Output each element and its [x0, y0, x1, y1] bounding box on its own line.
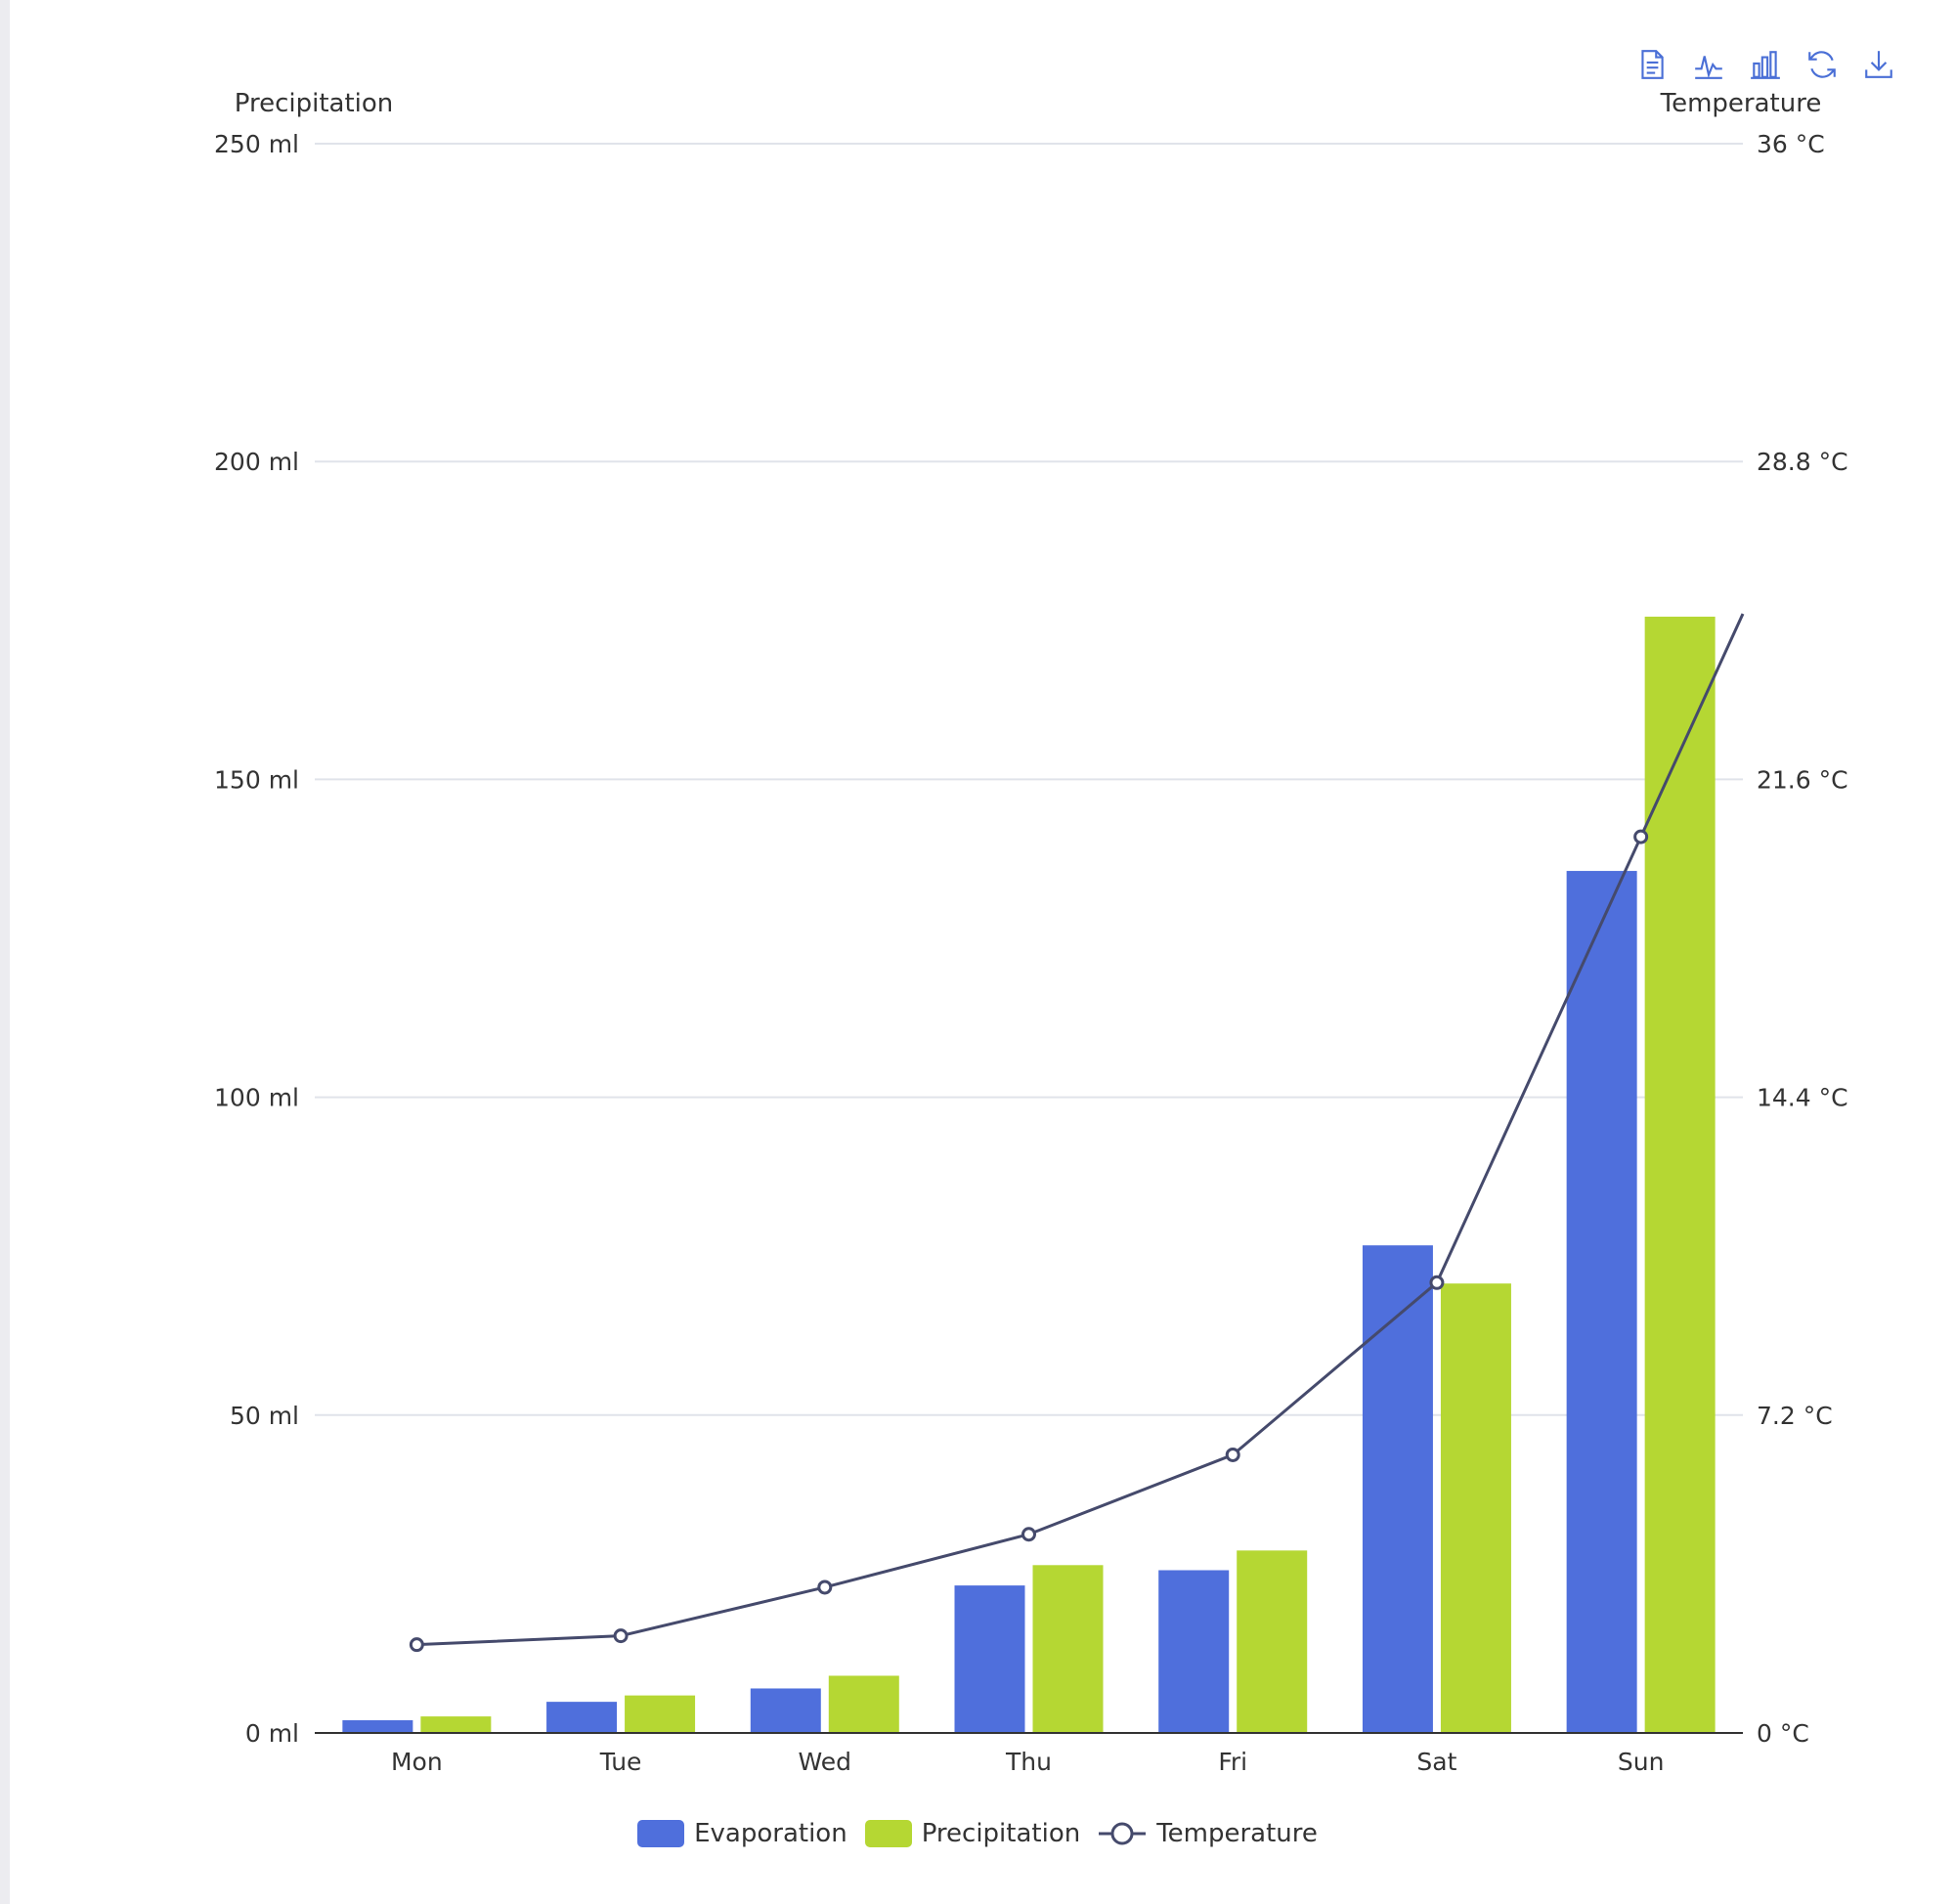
bar-evaporation-sat[interactable]	[1362, 1245, 1433, 1733]
point-temperature-fri[interactable]	[1225, 1447, 1240, 1462]
legend-label-temperature: Temperature	[1156, 1819, 1318, 1848]
bar-evaporation-mon[interactable]	[342, 1719, 413, 1733]
x-tick-label: Wed	[799, 1748, 852, 1776]
legend-line-marker-icon	[1099, 1822, 1147, 1845]
bar-precipitation-sat[interactable]	[1440, 1283, 1511, 1733]
x-tick-label: Mon	[391, 1748, 443, 1776]
legend-swatch-precipitation	[864, 1820, 912, 1847]
line-chart-icon[interactable]	[1691, 47, 1726, 82]
x-tick-label: Sun	[1618, 1748, 1665, 1776]
legend-label-evaporation: Evaporation	[694, 1819, 847, 1848]
legend-label-precipitation: Precipitation	[921, 1819, 1081, 1848]
bar-evaporation-thu[interactable]	[954, 1585, 1025, 1733]
bar-chart-icon[interactable]	[1748, 47, 1783, 82]
legend-item-temperature[interactable]: Temperature	[1098, 1819, 1318, 1848]
bar-evaporation-sun[interactable]	[1566, 871, 1637, 1733]
y-right-tick-label: 14.4 °C	[1757, 1084, 1848, 1112]
bar-precipitation-mon[interactable]	[420, 1716, 492, 1733]
y-left-tick-label: 50 ml	[230, 1402, 299, 1430]
chart-legend: Evaporation Precipitation Temperature	[0, 1819, 1955, 1848]
download-icon[interactable]	[1861, 47, 1896, 82]
y-left-tick-label: 0 ml	[245, 1719, 299, 1748]
x-tick-label: Thu	[1005, 1748, 1052, 1776]
bar-precipitation-wed[interactable]	[828, 1675, 899, 1733]
x-tick-label: Sat	[1416, 1748, 1456, 1776]
y-left-axis-name: Precipitation	[235, 89, 394, 118]
y-right-tick-label: 21.6 °C	[1757, 765, 1848, 794]
bar-evaporation-tue[interactable]	[546, 1702, 618, 1733]
point-temperature-wed[interactable]	[817, 1579, 833, 1595]
refresh-icon[interactable]	[1804, 47, 1840, 82]
bar-evaporation-fri[interactable]	[1158, 1570, 1230, 1733]
bar-precipitation-tue[interactable]	[625, 1695, 696, 1733]
y-right-tick-label: 28.8 °C	[1757, 448, 1848, 476]
legend-swatch-evaporation	[637, 1820, 685, 1847]
y-right-axis-name: Temperature	[1660, 89, 1822, 118]
legend-item-evaporation[interactable]: Evaporation	[637, 1819, 847, 1848]
x-tick-label: Fri	[1218, 1748, 1247, 1776]
bar-precipitation-sun[interactable]	[1644, 616, 1716, 1733]
y-left-tick-label: 150 ml	[214, 765, 299, 794]
bar-precipitation-fri[interactable]	[1237, 1550, 1308, 1733]
y-left-tick-label: 250 ml	[214, 130, 299, 158]
point-temperature-tue[interactable]	[613, 1628, 629, 1644]
y-left-tick-label: 200 ml	[214, 448, 299, 476]
point-temperature-thu[interactable]	[1021, 1527, 1036, 1542]
data-view-icon[interactable]	[1634, 47, 1670, 82]
point-temperature-sun[interactable]	[1633, 829, 1649, 844]
point-temperature-mon[interactable]	[409, 1637, 424, 1653]
chart-toolbox	[1634, 47, 1896, 82]
y-right-tick-label: 7.2 °C	[1757, 1402, 1833, 1430]
bar-precipitation-thu[interactable]	[1032, 1565, 1104, 1733]
legend-item-precipitation[interactable]: Precipitation	[864, 1819, 1081, 1848]
y-right-tick-label: 36 °C	[1757, 130, 1825, 158]
x-tick-label: Tue	[599, 1748, 642, 1776]
y-left-tick-label: 100 ml	[214, 1084, 299, 1112]
bar-evaporation-wed[interactable]	[750, 1688, 821, 1733]
point-temperature-sat[interactable]	[1429, 1275, 1445, 1290]
line-temperature	[416, 613, 1745, 1647]
y-right-tick-label: 0 °C	[1757, 1719, 1809, 1748]
